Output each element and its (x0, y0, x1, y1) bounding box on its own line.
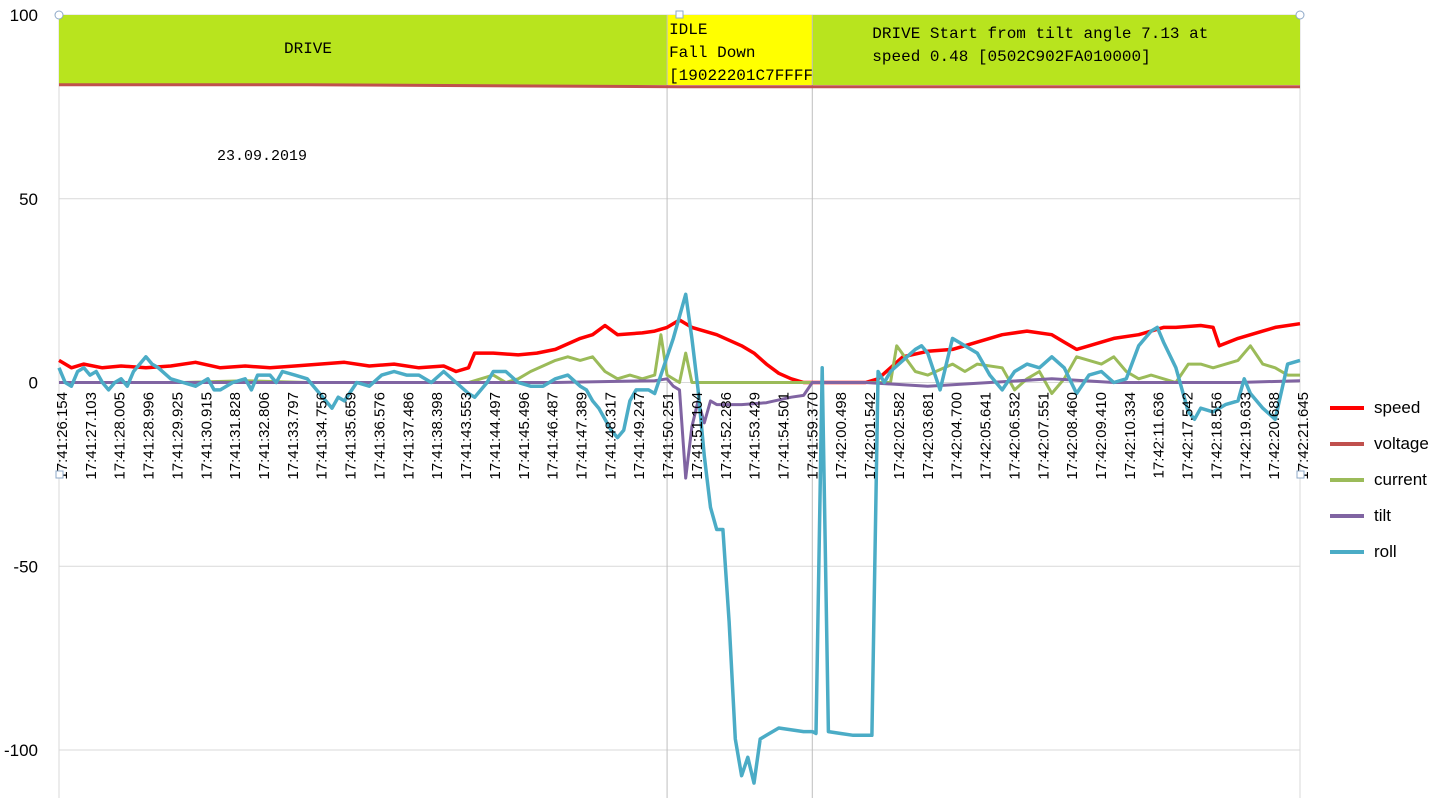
y-tick-label: 0 (29, 374, 38, 393)
legend-label: speed (1374, 398, 1421, 417)
x-tick-label: 17:42:02.582 (891, 392, 908, 480)
legend-swatch (1330, 478, 1364, 482)
state-label: Fall Down (669, 44, 755, 62)
x-axis-tick-labels: 17:41:26.154 17:41:27.103 17:41:28.005 17:4… (54, 392, 1312, 480)
x-tick-label: 17:42:11.636 (1151, 392, 1168, 478)
y-tick-label: 50 (19, 190, 38, 209)
legend-swatch (1330, 442, 1364, 446)
x-tick-label: 17:41:50.251 (660, 392, 677, 480)
selection-handle-circle[interactable] (1295, 10, 1305, 20)
legend-swatch (1330, 406, 1364, 410)
state-bands: DRIVE IDLE Fall Down [19022201C7FFFFFF] DRIV… (59, 15, 1300, 85)
x-tick-label: 17:41:53.429 (747, 392, 764, 480)
x-tick-label: 17:41:34.756 (314, 392, 331, 480)
x-tick-label: 17:41:59.370 (804, 392, 821, 480)
x-tick-label: 17:41:32.806 (256, 392, 273, 480)
x-tick-label: 17:41:36.576 (372, 392, 389, 480)
x-tick-label: 17:41:44.497 (487, 392, 504, 480)
state-label: DRIVE Start from tilt angle 7.13 at (872, 25, 1208, 43)
series-line-tilt (59, 377, 1301, 480)
x-tick-label: 17:42:18.556 (1208, 392, 1225, 480)
selection-handle-square[interactable] (55, 470, 64, 479)
series-line-speed (58, 318, 1301, 385)
chart-selection-handles[interactable] (54, 10, 1305, 479)
series-line-roll (57, 292, 1301, 785)
legend-item-current: current (1330, 462, 1429, 498)
x-tick-label: 17:42:06.532 (1006, 392, 1023, 480)
legend-item-speed: speed (1330, 390, 1429, 426)
state-label: speed 0.48 [0502C902FA010000] (872, 48, 1150, 66)
x-tick-label: 17:42:10.334 (1122, 392, 1139, 480)
selection-handle-square[interactable] (1296, 470, 1305, 479)
legend-label: roll (1374, 542, 1397, 561)
x-tick-label: 17:41:31.828 (227, 392, 244, 480)
x-tick-label: 17:42:19.633 (1237, 392, 1254, 480)
x-tick-label: 17:42:05.641 (978, 392, 995, 480)
y-axis-tick-labels: 100 50 0 -50 -100 (4, 6, 38, 760)
state-dividers (666, 15, 813, 798)
x-tick-label: 17:41:51.104 (689, 392, 706, 480)
legend-swatch (1330, 514, 1364, 518)
x-tick-label: 17:42:01.542 (862, 392, 879, 480)
x-tick-label: 17:41:52.286 (718, 392, 735, 480)
x-tick-label: 17:41:30.915 (198, 392, 215, 480)
x-tick-label: 17:41:35.659 (343, 392, 360, 480)
x-tick-label: 17:42:04.700 (949, 392, 966, 480)
x-tick-label: 17:41:38.398 (429, 392, 446, 480)
legend-label: voltage (1374, 434, 1429, 453)
x-tick-label: 17:41:49.247 (631, 392, 648, 480)
state-band (812, 15, 1300, 85)
x-tick-label: 17:42:03.681 (920, 392, 937, 480)
x-tick-label: 17:41:48.317 (602, 392, 619, 480)
legend-label: tilt (1374, 506, 1391, 525)
x-tick-label: 17:41:45.496 (516, 392, 533, 480)
legend-item-tilt: tilt (1330, 498, 1429, 534)
x-tick-label: 17:41:28.005 (112, 392, 129, 480)
x-tick-label: 17:41:29.925 (169, 392, 186, 480)
x-tick-label: 17:42:21.645 (1295, 392, 1312, 480)
state-band (59, 15, 668, 85)
selection-handle-square[interactable] (675, 10, 684, 19)
state-label: DRIVE (284, 40, 332, 58)
x-tick-label: 17:42:20.688 (1266, 392, 1283, 480)
legend-item-roll: roll (1330, 534, 1429, 570)
x-tick-label: 17:42:08.460 (1064, 392, 1081, 480)
x-tick-label: 17:41:37.486 (400, 392, 417, 480)
series-lines (57, 83, 1301, 785)
x-tick-label: 17:41:28.996 (141, 392, 158, 480)
x-tick-label: 17:41:33.797 (285, 392, 302, 480)
legend-swatch (1330, 550, 1364, 554)
state-band (667, 15, 813, 85)
y-tick-label: -50 (13, 557, 38, 576)
state-label: [19022201C7FFFFFF] (669, 67, 842, 85)
selection-handle-circle[interactable] (54, 10, 64, 20)
x-tick-label: 17:42:00.498 (833, 392, 850, 480)
chart-date-label: 23.09.2019 (217, 148, 307, 165)
x-tick-label: 17:42:07.551 (1035, 392, 1052, 480)
x-tick-label: 17:41:47.389 (574, 392, 591, 480)
x-tick-label: 17:42:17.542 (1180, 392, 1197, 480)
legend-label: current (1374, 470, 1427, 489)
x-tick-label: 17:41:54.501 (776, 392, 793, 480)
x-tick-label: 17:41:26.154 (54, 392, 71, 480)
y-tick-label: 100 (10, 6, 38, 25)
legend-item-voltage: voltage (1330, 426, 1429, 462)
x-tick-label: 17:41:43.553 (458, 392, 475, 480)
chart-legend: speed voltage current tilt roll (1330, 390, 1429, 570)
x-tick-label: 17:42:09.410 (1093, 392, 1110, 480)
series-line-current (59, 333, 1300, 395)
series-line-voltage (59, 83, 1300, 89)
x-tick-label: 17:41:46.487 (545, 392, 562, 480)
y-tick-label: -100 (4, 741, 38, 760)
x-tick-label: 17:41:27.103 (83, 392, 100, 480)
state-label: IDLE (669, 21, 707, 39)
